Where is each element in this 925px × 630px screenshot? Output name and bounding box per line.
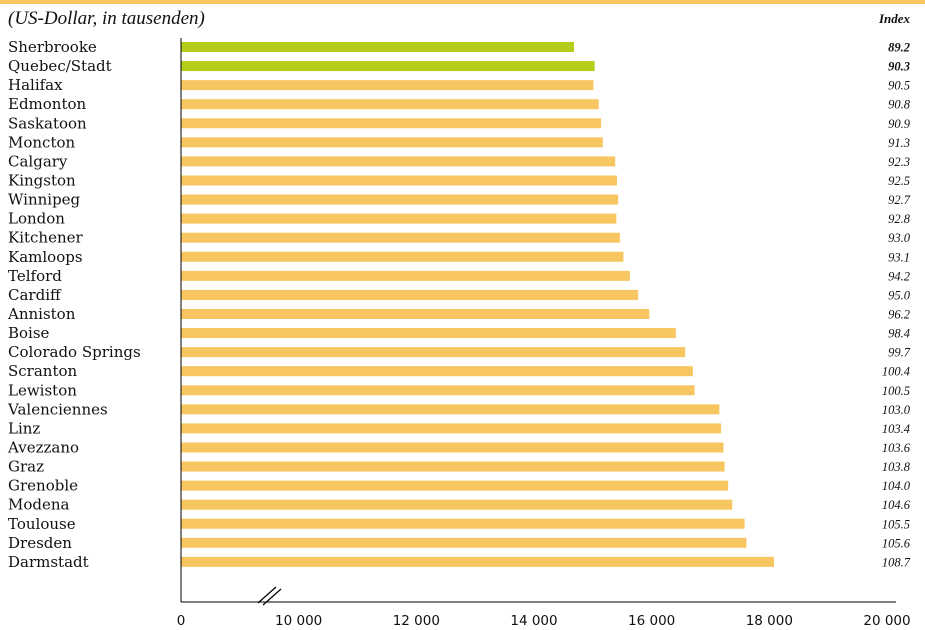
bar-london [181,213,617,224]
category-label-telford: Telford [8,267,62,285]
index-value-colorado-springs: 99.7 [888,346,911,360]
axis-break-mark [257,586,282,606]
category-label-edmonton: Edmonton [8,95,87,113]
category-label-cardiff: Cardiff [8,286,62,304]
index-value-sherbrooke: 89.2 [888,41,910,55]
index-value-dresden: 105.6 [882,536,911,550]
index-value-kitchener: 93.0 [888,231,911,245]
index-value-modena: 104.6 [882,498,911,512]
x-tick-label-10000: 10 000 [275,613,322,629]
bar-grenoble [181,480,729,491]
bar-quebec-stadt [181,61,595,72]
index-value-saskatoon: 90.9 [888,117,911,131]
category-label-winnipeg: Winnipeg [8,191,81,209]
x-axis: 0 10 000 12 000 14 000 16 000 18 000 20 000 [177,38,911,629]
bar-avezzano [181,442,724,453]
x-tick-label-20000: 20 000 [863,613,910,629]
category-label-linz: Linz [8,419,40,437]
x-tick-label-12000: 12 000 [393,613,440,629]
category-label-toulouse: Toulouse [8,515,76,533]
category-label-sherbrooke: Sherbrooke [8,38,97,56]
index-value-toulouse: 105.5 [882,517,910,531]
category-label-colorado-springs: Colorado Springs [8,343,141,361]
bar-kingston [181,175,617,186]
category-label-london: London [8,210,65,228]
index-value-cardiff: 95.0 [888,288,911,302]
bar-calgary [181,156,616,167]
category-label-darmstadt: Darmstadt [8,553,89,571]
category-label-grenoble: Grenoble [8,477,78,495]
index-value-valenciennes: 103.0 [882,403,911,417]
category-label-calgary: Calgary [8,152,68,170]
index-value-london: 92.8 [888,212,911,226]
bar-kitchener [181,232,620,243]
index-column-header: Index [878,11,911,26]
index-value-anniston: 96.2 [888,307,910,321]
category-label-boise: Boise [8,324,50,342]
bar-anniston [181,308,650,319]
category-label-kingston: Kingston [8,171,76,189]
x-tick-label-14000: 14 000 [510,613,557,629]
index-value-kamloops: 93.1 [888,250,910,264]
bar-winnipeg [181,194,619,205]
bar-halifax [181,80,594,91]
category-label-dresden: Dresden [8,534,72,552]
index-value-boise: 98.4 [888,327,910,341]
bar-linz [181,423,722,434]
index-value-calgary: 92.3 [888,155,910,169]
bar-toulouse [181,518,745,529]
index-value-scranton: 100.4 [882,365,910,379]
category-label-avezzano: Avezzano [7,438,79,456]
bar-valenciennes [181,404,720,415]
chart-subtitle: (US-Dollar, in tausenden) [8,8,205,29]
bar-telford [181,270,630,281]
index-value-winnipeg: 92.7 [888,193,911,207]
category-label-graz: Graz [8,458,44,476]
index-value-moncton: 91.3 [888,136,910,150]
chart-rows: Sherbrooke 89.2 Quebec/Stadt 90.3 Halifax 90.… [7,38,911,571]
bar-boise [181,328,676,339]
category-label-anniston: Anniston [7,305,76,323]
bar-modena [181,499,733,510]
bar-dresden [181,537,747,548]
bar-graz [181,461,725,472]
bar-lewiston [181,385,695,396]
category-label-valenciennes: Valenciennes [7,400,108,418]
bar-darmstadt [181,556,775,567]
category-label-kamloops: Kamloops [8,248,83,266]
index-value-halifax: 90.5 [888,79,910,93]
bar-edmonton [181,99,599,110]
category-label-halifax: Halifax [8,76,63,94]
x-tick-label-0: 0 [177,613,186,629]
category-label-modena: Modena [8,496,70,514]
bar-scranton [181,366,693,377]
category-label-moncton: Moncton [8,133,76,151]
index-value-edmonton: 90.8 [888,98,911,112]
index-value-avezzano: 103.6 [882,441,911,455]
bar-colorado-springs [181,347,686,358]
bar-sherbrooke [181,42,575,52]
x-tick-label-18000: 18 000 [746,613,793,629]
category-label-kitchener: Kitchener [8,229,84,247]
bar-kamloops [181,251,624,262]
category-label-quebec-stadt: Quebec/Stadt [8,57,112,75]
index-value-kingston: 92.5 [888,174,910,188]
index-value-graz: 103.8 [882,460,911,474]
bar-saskatoon [181,118,602,129]
top-color-band [0,0,925,4]
index-value-quebec-stadt: 90.3 [888,60,910,74]
category-label-scranton: Scranton [8,362,78,380]
index-value-telford: 94.2 [888,269,910,283]
index-value-lewiston: 100.5 [882,384,910,398]
category-label-saskatoon: Saskatoon [8,114,87,132]
index-value-grenoble: 104.0 [882,479,911,493]
category-label-lewiston: Lewiston [8,381,77,399]
index-value-linz: 103.4 [882,422,910,436]
bar-moncton [181,137,603,148]
bar-cardiff [181,289,639,300]
x-tick-label-16000: 16 000 [628,613,675,629]
index-value-darmstadt: 108.7 [882,555,911,569]
